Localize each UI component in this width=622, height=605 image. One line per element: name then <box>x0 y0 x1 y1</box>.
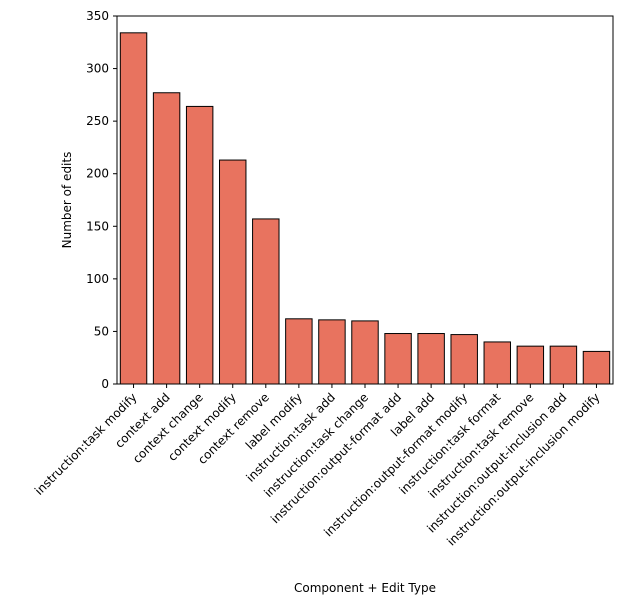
bar <box>351 320 379 385</box>
bar <box>185 105 214 385</box>
bar <box>384 333 412 385</box>
bar <box>152 92 181 385</box>
y-tick-label: 50 <box>94 324 109 338</box>
bar <box>119 32 148 385</box>
y-tick-label: 350 <box>86 9 109 23</box>
x-tick-label: instruction:output-inclusion modify <box>444 390 602 548</box>
bar <box>252 218 280 385</box>
y-axis: 0 50 100 150 200 250 300 350 <box>86 9 117 391</box>
plot-area <box>116 15 614 385</box>
bar <box>417 333 445 385</box>
bar <box>450 334 478 385</box>
y-tick-label: 150 <box>86 219 109 233</box>
bar <box>285 318 313 385</box>
bar <box>516 345 545 385</box>
bar <box>219 159 247 385</box>
y-tick-label: 250 <box>86 114 109 128</box>
bar <box>549 345 578 385</box>
x-axis-title: Component + Edit Type <box>294 581 436 595</box>
y-axis-title: Number of edits <box>60 152 74 249</box>
bar <box>582 350 611 385</box>
bar <box>483 341 511 385</box>
y-tick-label: 0 <box>101 377 109 391</box>
y-tick-label: 200 <box>86 167 109 181</box>
y-tick-label: 100 <box>86 272 109 286</box>
y-tick-label: 300 <box>86 62 109 76</box>
bar <box>318 319 346 385</box>
